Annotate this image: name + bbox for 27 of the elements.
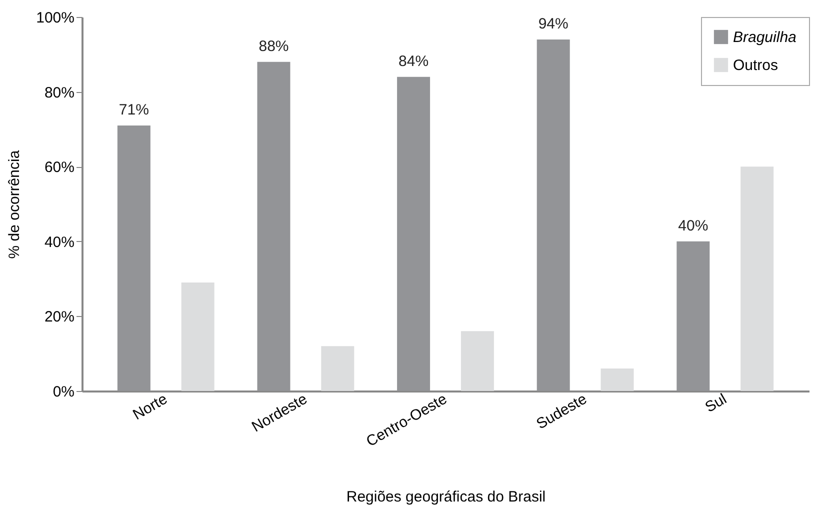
x-tick-label: Norte <box>130 390 170 424</box>
bar <box>321 346 354 391</box>
legend-label: Outros <box>733 57 778 74</box>
bar <box>257 62 290 391</box>
x-tick-label: Sul <box>702 390 730 416</box>
y-tick-label: 20% <box>44 308 74 326</box>
bar <box>397 76 430 391</box>
bar <box>740 166 774 391</box>
legend-label: Braguilha <box>733 29 796 46</box>
data-label: 94% <box>538 15 568 32</box>
data-label: 84% <box>398 52 429 70</box>
bar <box>536 39 570 391</box>
bar <box>676 241 710 391</box>
x-axis-title: Regiões geográficas do Brasil <box>346 488 546 506</box>
bar <box>460 331 494 391</box>
data-label: 88% <box>258 38 289 55</box>
bar <box>181 282 214 391</box>
y-tick-label: 0% <box>52 384 74 400</box>
bar <box>600 368 634 391</box>
y-tick-label: 100% <box>36 10 74 26</box>
data-label: 40% <box>678 217 708 234</box>
y-axis-title: % de ocorrência <box>6 150 24 259</box>
y-tick-label: 40% <box>44 234 74 251</box>
data-label: 71% <box>118 101 149 118</box>
y-tick-label: 60% <box>44 159 74 176</box>
y-tick-label: 80% <box>44 84 74 102</box>
bar <box>117 125 150 391</box>
